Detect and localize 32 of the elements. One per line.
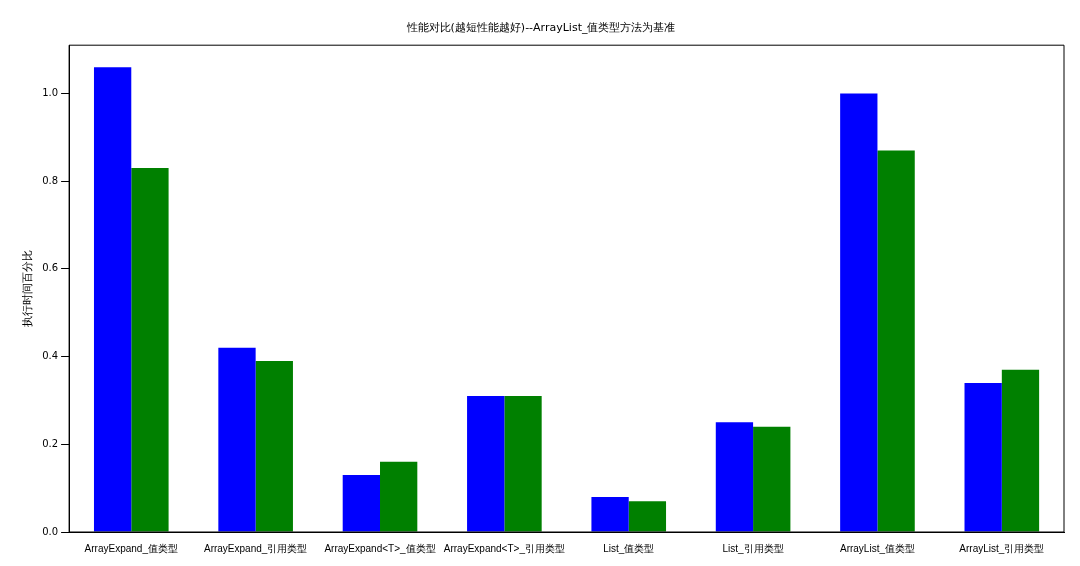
- bar: [504, 396, 542, 532]
- y-tick-label: 0.0: [42, 525, 59, 537]
- y-tick-label: 1.0: [42, 87, 59, 99]
- chart-title: 性能对比(越短性能越好)--ArrayList_值类型方法为基准: [405, 21, 676, 35]
- x-tick-label: ArrayExpand_引用类型: [203, 542, 308, 554]
- x-tick-label: List_值类型: [603, 542, 655, 554]
- x-tick-label: ArrayExpand<T>_引用类型: [443, 542, 565, 554]
- bar: [467, 396, 505, 532]
- bar: [591, 496, 629, 532]
- y-tick-label: 0.6: [42, 262, 59, 274]
- bar: [131, 168, 169, 532]
- x-tick-label: ArrayList_值类型: [839, 542, 915, 554]
- y-tick-label: 0.8: [42, 174, 59, 186]
- bar: [380, 461, 418, 532]
- x-tick-label: ArrayExpand<T>_值类型: [324, 542, 436, 554]
- y-tick-label: 0.4: [42, 350, 59, 362]
- bar: [877, 150, 915, 532]
- bar: [93, 67, 132, 532]
- bar: [715, 422, 754, 532]
- x-tick-label: ArrayList_引用类型: [959, 542, 1045, 554]
- x-tick-label: List_引用类型: [722, 542, 784, 554]
- bar: [628, 501, 667, 532]
- y-axis-title: 执行时间百分比: [21, 250, 35, 328]
- bar: [753, 426, 791, 532]
- y-tick-label: 0.2: [42, 437, 59, 449]
- bar: [964, 382, 1002, 532]
- bar: [218, 347, 256, 532]
- bar: [255, 360, 293, 532]
- bar: [1001, 369, 1040, 532]
- x-tick-label: ArrayExpand_值类型: [84, 542, 178, 554]
- bar: [840, 93, 878, 532]
- bar: [342, 474, 381, 532]
